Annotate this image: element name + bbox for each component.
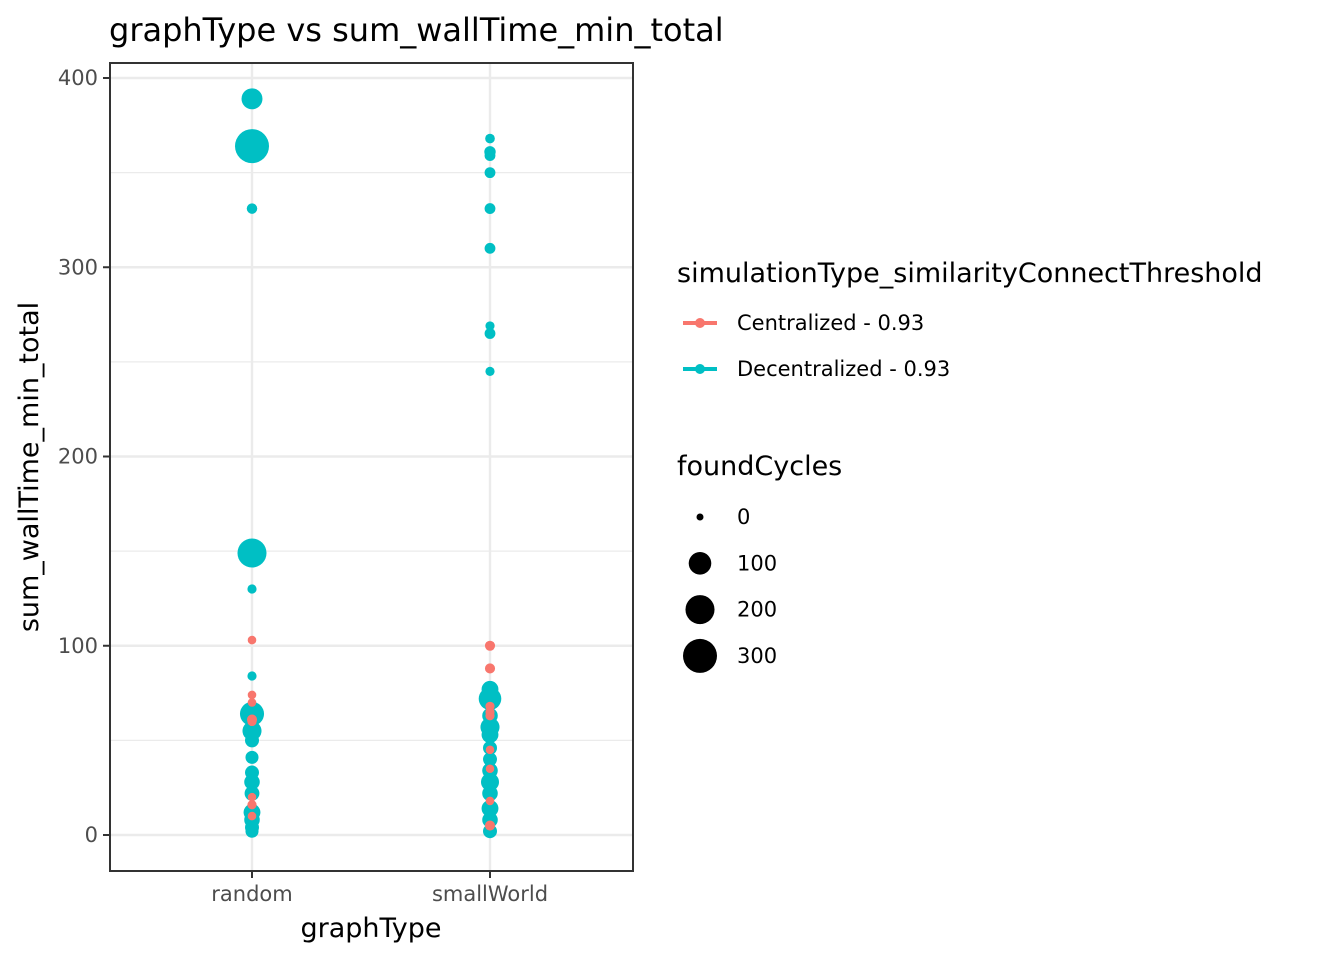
data-point [247,584,257,594]
legend-size-label: 300 [737,644,777,668]
y-tick-label: 0 [85,823,98,847]
x-axis: random smallWorld [211,871,548,906]
data-point [484,167,496,179]
panel-background [110,63,633,871]
legend-size-label: 200 [737,598,777,622]
y-tick-label: 400 [58,66,98,90]
data-point [484,328,496,339]
chart-title: graphType vs sum_wallTime_min_total [109,11,724,49]
data-point [484,242,496,254]
y-tick-label: 300 [58,255,98,279]
data-points [235,88,502,839]
legend-label: Centralized - 0.93 [737,311,924,335]
data-point [485,711,495,721]
data-point [484,663,496,674]
data-point [247,716,257,727]
data-point [485,366,495,376]
data-point [484,203,496,214]
data-point [485,796,495,806]
data-point [239,701,265,726]
legend-size-label: 0 [737,505,750,529]
y-tick-label: 200 [58,445,98,469]
data-point [246,203,258,214]
legend-size-key [688,552,712,575]
x-axis-title: graphType [300,913,441,944]
color-legend: simulationType_similarityConnectThreshol… [677,258,1263,381]
data-point [247,800,257,810]
data-point [484,640,496,651]
data-point [481,800,499,817]
data-point [245,733,259,748]
legend-size-key [696,513,704,521]
data-point [247,635,257,645]
data-point [245,824,259,838]
legend-size-label: 100 [737,551,777,575]
data-point [480,773,500,792]
data-point [244,774,260,790]
data-point [481,726,499,744]
data-point [484,820,496,831]
data-point [247,698,257,707]
data-point [235,129,269,164]
y-axis: 0 100 200 300 400 [58,66,110,847]
legend-key-point [695,364,705,374]
y-axis-title: sum_wallTime_min_total [14,302,45,632]
x-tick-label: smallWorld [432,882,548,906]
data-point [241,88,263,110]
panel-border [109,62,634,872]
legend-label: Decentralized - 0.93 [737,357,950,381]
plot-panel [109,62,634,872]
size-legend: foundCycles 0 100 200 300 [677,451,842,673]
data-point [247,792,257,802]
data-point [485,764,495,774]
legend-key-point [695,318,705,328]
size-legend-title: foundCycles [677,451,842,482]
data-point [237,538,267,568]
data-point [484,150,496,162]
data-point [245,750,259,764]
data-point [247,690,257,700]
legend-size-key [685,595,715,625]
data-point [478,687,502,711]
x-tick-label: random [211,882,292,906]
y-tick-label: 100 [58,634,98,658]
data-point [485,745,495,755]
data-point [483,752,497,767]
data-point [247,811,257,821]
data-point [485,321,495,331]
color-legend-title: simulationType_similarityConnectThreshol… [677,258,1263,289]
data-point [482,785,498,802]
data-point [485,133,495,144]
legend-size-key [683,638,717,673]
data-point [247,671,257,681]
